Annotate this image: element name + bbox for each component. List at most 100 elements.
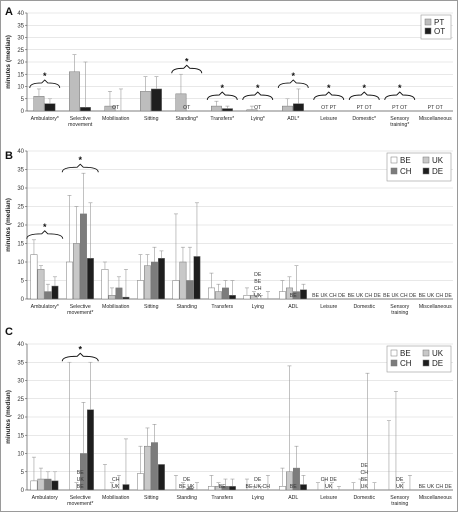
legend-swatch-de [422,359,430,367]
bar-ch-sitting [151,442,158,491]
y-tick-label: 5 [21,279,25,285]
bar-be-adl [279,486,286,491]
legend-swatch-de [422,167,430,175]
legend-label-ch: CH [400,167,412,176]
value-annotation: PT OT [428,105,444,111]
value-annotation: DE [396,477,404,483]
x-tick-label: Leisure [320,495,337,501]
bar-uk-sitting [144,445,151,491]
significance-brace [313,91,345,101]
bar-pt-ambulatory [33,96,45,112]
legend-swatch-be [390,349,398,357]
bar-be-ambulatory [30,480,38,491]
x-tick-label: Standing [177,304,198,310]
bar-uk-selective-movement [73,243,80,300]
y-tick-label: 25 [17,205,24,211]
value-annotation: BE [77,484,84,490]
value-annotation: BE [219,484,226,490]
value-annotation: CH [254,286,262,292]
x-tick-label: Mobilisation [102,116,130,122]
bar-ch-ambulatory [44,478,52,491]
x-tick-label: Miscellaneous [419,116,452,122]
y-tick-label: 15 [17,72,24,78]
x-tick-label: Transfers* [210,116,234,122]
value-annotation: UK [112,484,120,490]
bar-be-ambulatory [30,254,38,300]
panel-letter: C [5,326,13,338]
legend-swatch-uk [422,156,430,164]
value-annotation: UK [325,484,333,490]
bar-ch-ambulatory [44,291,52,300]
bar-de-sitting [158,464,165,491]
value-annotation: BE UK [179,484,195,490]
y-tick-label: 30 [17,379,24,385]
significance-brace [61,352,99,362]
x-tick-label: Standing* [176,116,199,122]
y-axis-label: minutes (median) [5,390,12,444]
bar-be-adl [279,291,286,300]
bar-de-selective-movement [87,409,94,491]
legend-label-uk: UK [432,156,444,165]
y-tick-label: 25 [17,397,24,403]
bar-be-standing [172,280,180,300]
bar-ch-sitting [151,261,158,300]
value-annotation: DE [254,272,262,278]
legend-label-de: DE [432,359,443,368]
x-tick-label: Sitting [144,495,159,501]
significance-brace [348,91,380,101]
bar-uk-mobilisation [108,295,116,300]
significance-mark: * [78,344,82,354]
bar-de-transfers [229,486,236,491]
value-annotation: BE [290,484,297,490]
x-tick-label: Ambulatory [32,495,59,501]
y-tick-label: 40 [17,342,24,348]
legend-swatch-be [390,156,398,164]
bar-de-selective-movement [87,258,94,300]
value-annotation: DE [183,477,191,483]
bar-uk-ambulatory [37,478,45,491]
panel-letter: B [5,150,13,162]
y-axis-label: minutes (median) [5,198,12,252]
significance-mark: * [220,83,224,93]
y-tick-label: 5 [21,470,25,476]
bar-uk-ambulatory [37,269,45,300]
bar-ot-adl [293,103,304,112]
bar-be-lying [243,295,251,300]
legend-label-be: BE [400,349,411,358]
value-annotation: BE UK CH DE [419,293,453,299]
value-annotation: OT [112,105,120,111]
x-tick-label: Mobilisation [102,495,130,501]
legend-box [386,152,452,182]
x-tick-label: Sensory training [390,304,409,316]
x-tick-label: Sitting [144,116,159,122]
value-annotation: BE UK CH DE [383,293,417,299]
legend-label-be: BE [400,156,411,165]
value-annotation: BE [254,279,261,285]
x-tick-label: Mobilisation [102,304,130,310]
bar-ch-standing [186,280,194,300]
bar-ot-ambulatory [44,103,56,112]
significance-brace [29,79,61,89]
x-tick-label: Lying* [251,116,265,122]
value-annotation: BE [361,477,368,483]
y-tick-label: 10 [17,260,24,266]
y-tick-label: 35 [17,168,24,174]
significance-mark: * [78,155,82,165]
value-annotation: BE UK CH [245,484,270,490]
bar-be-transfers [208,287,215,300]
y-tick-label: 5 [21,97,25,103]
y-tick-label: 15 [17,242,24,248]
x-tick-label: Sensory training* [390,116,409,128]
bar-de-sitting [158,258,165,300]
significance-mark: * [43,71,47,81]
value-annotation: CH DE [321,477,338,483]
bar-de-mobilisation [122,484,130,491]
legend-label-de: DE [432,167,443,176]
x-tick-label: Miscellaneous [419,495,452,501]
x-tick-label: Ambulatory* [31,116,59,122]
y-tick-label: 35 [17,23,24,29]
significance-brace [384,91,416,101]
x-tick-label: Lying [252,304,264,310]
bar-de-ambulatory [51,285,59,300]
